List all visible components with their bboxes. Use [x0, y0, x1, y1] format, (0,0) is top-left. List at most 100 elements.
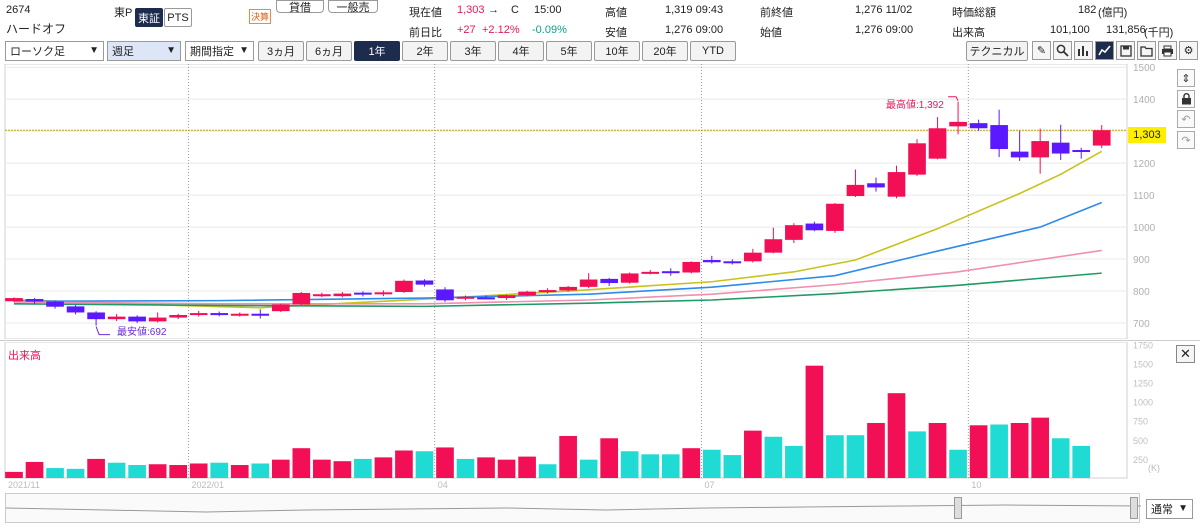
min-marker	[95, 326, 111, 336]
volume-bar	[785, 445, 803, 478]
display-mode-select[interactable]: 通常 ▼	[1146, 499, 1193, 519]
candle-body	[107, 316, 126, 320]
volume-tick-label: 1000	[1133, 398, 1153, 408]
high-label: 高値	[605, 7, 627, 19]
redo-icon[interactable]: ↷	[1177, 131, 1195, 149]
ma-yellow-line	[13, 150, 1103, 309]
undo-icon[interactable]: ↶	[1177, 110, 1195, 128]
volume-bars-icon[interactable]	[1074, 41, 1093, 60]
period-mode-select[interactable]: 期間指定 ▼	[185, 41, 254, 61]
volume-tick-label: 500	[1133, 436, 1148, 446]
ma-green-line	[13, 272, 1102, 308]
exchange-tab-pts[interactable]: PTS	[164, 8, 192, 27]
volume-bar	[169, 465, 188, 478]
chart-type-select[interactable]: ローソク足 ▼	[5, 41, 104, 61]
volume-bar	[846, 435, 865, 478]
candle-body	[292, 292, 311, 305]
exchange-tab-tse[interactable]: 東証	[135, 8, 163, 27]
candle-body	[682, 261, 701, 273]
range-ytd-button[interactable]: YTD	[690, 41, 736, 61]
time-axis-label: 07	[705, 480, 715, 490]
volume-bar	[292, 448, 311, 478]
navigator-line	[5, 504, 1142, 513]
lending-button[interactable]: 貸借	[276, 0, 324, 14]
candle-body	[990, 125, 1008, 150]
volume-bar	[128, 465, 146, 478]
range-20y-button[interactable]: 20年	[642, 41, 688, 61]
candle-body	[641, 271, 660, 274]
candle-body	[477, 297, 495, 300]
range-5y-button[interactable]: 5年	[546, 41, 592, 61]
range-10y-button[interactable]: 10年	[594, 41, 640, 61]
volume-tick-label: 250	[1133, 455, 1148, 465]
range-4y-button[interactable]: 4年	[498, 41, 544, 61]
settings-icon[interactable]: ⚙	[1179, 41, 1198, 60]
current-price-tag: 1,303	[1128, 127, 1166, 143]
low-label: 安値	[605, 27, 627, 39]
chevron-down-icon: ▼	[89, 45, 99, 56]
market-label: 東P	[114, 7, 133, 19]
volume-bar	[210, 462, 229, 478]
navigator-right-handle[interactable]	[1130, 497, 1138, 519]
save-icon[interactable]	[1116, 41, 1135, 60]
expand-vertical-icon[interactable]: ⇕	[1177, 69, 1195, 87]
technical-button[interactable]: テクニカル	[966, 41, 1028, 61]
change-pct: +2.12%	[482, 24, 520, 36]
volume-tick-label: 750	[1133, 417, 1148, 427]
candle-body	[785, 225, 803, 240]
price-chart[interactable]: 700800900100011001200130014001500	[0, 64, 1175, 339]
candle-body	[46, 301, 64, 307]
min-price-annotation: 最安値:692	[117, 327, 167, 338]
candle-body	[1031, 141, 1049, 158]
lock-icon[interactable]	[1177, 90, 1195, 108]
candle-body	[374, 292, 393, 295]
volume-amount: 131,856	[1106, 24, 1146, 36]
candle-body	[1051, 142, 1070, 154]
range-3m-button[interactable]: 3ヵ月	[258, 41, 304, 61]
folder-icon[interactable]	[1137, 41, 1156, 60]
range-2y-button[interactable]: 2年	[402, 41, 448, 61]
zoom-icon[interactable]	[1053, 41, 1072, 60]
short-sell-button[interactable]: 一般売	[328, 0, 378, 14]
open-label: 始値	[760, 27, 782, 39]
max-marker	[948, 96, 959, 101]
volume-bar	[251, 463, 270, 478]
current-price-label: 現在値	[409, 7, 442, 19]
candle-body	[518, 291, 536, 296]
volume-bar	[230, 465, 249, 478]
kessan-badge[interactable]: 決算	[249, 9, 271, 24]
candle-body	[128, 316, 146, 322]
time-axis-label: 2021/11	[8, 480, 40, 490]
range-1y-button[interactable]: 1年	[354, 41, 400, 61]
candle-body	[251, 313, 270, 316]
navigator-left-handle[interactable]	[954, 497, 962, 519]
volume-bar	[189, 463, 208, 478]
candle-body	[661, 271, 680, 274]
volume-bar	[415, 451, 434, 478]
price-tick-label: 800	[1133, 287, 1150, 298]
time-axis-label: 04	[438, 480, 448, 490]
navigator-strip[interactable]	[5, 493, 1142, 523]
print-icon[interactable]	[1158, 41, 1177, 60]
time-axis-label: 2022/01	[191, 480, 224, 490]
candle-body	[87, 312, 105, 320]
volume-bar	[887, 393, 906, 478]
volume-bar	[456, 458, 475, 478]
volume-bar	[969, 425, 988, 478]
candle-body	[764, 239, 783, 253]
candle-body	[271, 304, 290, 312]
area-chart-icon[interactable]	[1095, 41, 1114, 60]
candle-body	[559, 286, 577, 291]
prev-close-value: 1,276 11/02	[855, 4, 913, 16]
price-tick-label: 1400	[1133, 95, 1156, 106]
pencil-icon[interactable]: ✎	[1032, 41, 1051, 60]
candle-body	[415, 280, 434, 285]
range-3y-button[interactable]: 3年	[450, 41, 496, 61]
price-tick-label: 700	[1133, 319, 1150, 330]
max-price-annotation: 最高値:1,392	[886, 100, 944, 111]
volume-bar	[148, 464, 167, 478]
interval-select[interactable]: 週足 ▼	[107, 41, 181, 61]
range-6m-button[interactable]: 6ヵ月	[306, 41, 352, 61]
close-volume-panel-button[interactable]: ✕	[1176, 345, 1195, 363]
candle-body	[826, 203, 844, 231]
